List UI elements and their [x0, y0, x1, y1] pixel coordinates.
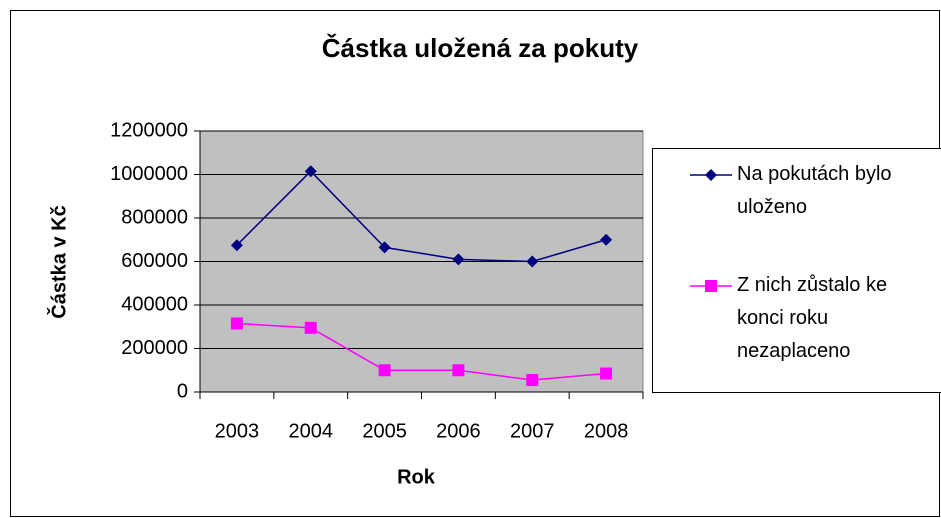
data-point [600, 233, 613, 246]
data-point [304, 165, 317, 178]
data-point [452, 364, 465, 377]
x-tick-label: 2006 [436, 420, 481, 442]
y-tick-label: 0 [177, 380, 188, 402]
series-line [236, 170, 607, 263]
legend-label: Z nich zůstalo ke konci roku nezaplaceno [737, 274, 888, 362]
y-tick-label: 800000 [121, 206, 188, 228]
data-point [600, 367, 613, 380]
x-tick-label: 2008 [584, 420, 629, 442]
y-axis-title: Částka v Kč [46, 205, 70, 318]
legend-label: Na pokutách bylo uloženo [737, 163, 892, 218]
y-tick-label: 200000 [121, 337, 188, 359]
data-point [230, 239, 243, 252]
x-tick-label: 2003 [215, 420, 260, 442]
series-line [236, 322, 607, 381]
data-point [230, 317, 243, 330]
y-tick-label: 1000000 [110, 163, 188, 185]
x-tick-label: 2005 [362, 420, 407, 442]
y-tick-label: 400000 [121, 293, 188, 315]
x-tick-label: 2007 [510, 420, 555, 442]
y-tick-label: 1200000 [110, 119, 188, 141]
chart-title: Částka uložená za pokuty [322, 33, 639, 63]
x-tick-label: 2004 [289, 420, 334, 442]
data-point [378, 241, 391, 254]
x-axis-title: Rok [397, 466, 436, 488]
data-point [452, 253, 465, 266]
legend-marker [705, 280, 717, 292]
data-point [526, 255, 539, 268]
data-point [526, 374, 539, 387]
legend-box [652, 148, 941, 393]
legend-marker [705, 169, 717, 181]
y-tick-label: 600000 [121, 250, 188, 272]
data-point [378, 364, 391, 377]
data-point [304, 321, 317, 334]
